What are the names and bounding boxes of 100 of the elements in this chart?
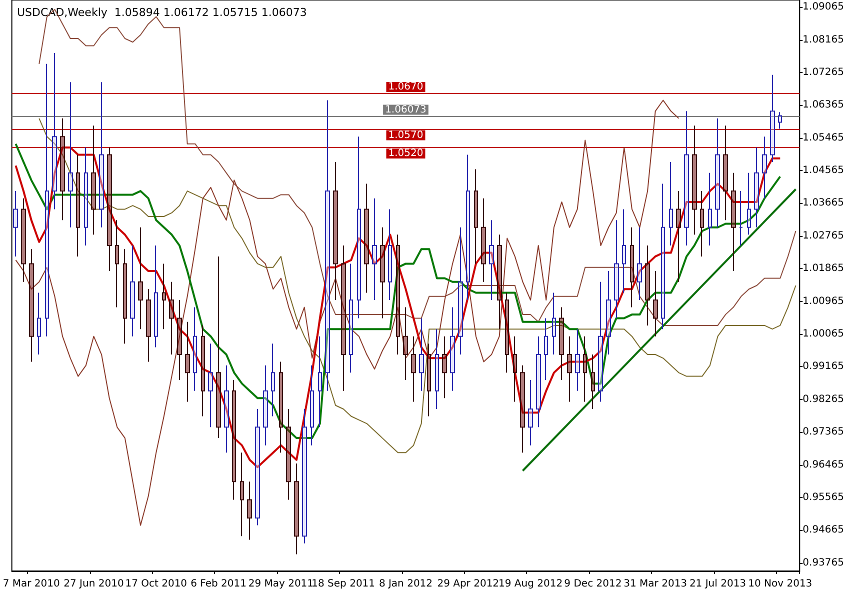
candlestick: [372, 198, 377, 301]
y-tick-label: 1.07265: [802, 66, 844, 78]
candlestick: [591, 354, 595, 410]
candlestick: [364, 183, 369, 294]
candlestick: [84, 146, 88, 246]
candlestick: [544, 318, 548, 380]
x-tick-label: 29 Apr 2012: [437, 578, 500, 589]
candlestick: [232, 379, 236, 500]
candlestick: [310, 364, 314, 446]
candlestick: [76, 154, 80, 257]
y-tick-label: 0.94665: [802, 524, 844, 536]
y-tick-label: 1.03665: [802, 198, 844, 209]
candlestick: [692, 125, 697, 236]
candlestick: [169, 281, 174, 356]
candlestick: [778, 112, 782, 130]
candlestick: [731, 172, 736, 272]
candlestick: [567, 336, 572, 402]
candlestick: [91, 125, 96, 236]
y-tick-label: 0.97365: [802, 426, 844, 438]
y-tick-label: 0.99165: [802, 361, 844, 372]
candlestick: [661, 183, 665, 330]
candlestick: [528, 379, 533, 446]
candlestick: [770, 74, 775, 162]
y-tick-label: 0.98265: [802, 394, 844, 405]
candlestick: [739, 190, 743, 246]
candlestick: [247, 481, 252, 540]
candlestick: [263, 364, 268, 446]
ref-line-label: 1.0570: [388, 130, 424, 141]
candlestick: [193, 306, 197, 392]
candlestick: [419, 318, 424, 392]
candlestick: [606, 270, 611, 356]
candlestick: [708, 172, 712, 246]
candlestick: [458, 226, 463, 356]
candlestick: [45, 63, 49, 337]
candlestick: [13, 190, 18, 257]
candlestick: [505, 292, 509, 374]
candlestick: [279, 361, 283, 454]
candlestick: [138, 226, 143, 330]
candlestick: [240, 452, 244, 537]
candlestick: [107, 146, 112, 272]
candlestick: [630, 226, 634, 308]
candlestick: [520, 364, 525, 454]
candlestick: [201, 324, 205, 417]
candlestick: [536, 336, 541, 428]
candlestick: [754, 146, 759, 228]
candlestick: [29, 248, 34, 362]
y-tick-label: 1.08165: [802, 34, 844, 46]
candlestick: [318, 336, 322, 428]
candlestick: [669, 162, 673, 246]
candlestick: [583, 336, 587, 402]
candlestick: [286, 408, 291, 500]
ref-line-label: 1.0670: [388, 81, 424, 92]
x-tick-label: 27 Jun 2010: [64, 578, 124, 589]
candlestick: [723, 125, 728, 221]
candlestick: [575, 328, 580, 392]
candlestick: [341, 245, 346, 392]
line-series: [38, 118, 796, 454]
candlestick: [684, 110, 689, 246]
y-tick-label: 1.00965: [802, 296, 844, 307]
candlestick: [52, 52, 57, 210]
x-tick-label: 17 Oct 2010: [125, 578, 188, 589]
candlestick: [60, 118, 65, 221]
y-tick-label: 1.09065: [802, 2, 844, 13]
x-tick-label: 6 Feb 2011: [190, 578, 246, 589]
candlestick: [653, 270, 658, 337]
candlestick: [489, 220, 494, 301]
candlestick: [614, 220, 619, 319]
candlestick: [294, 462, 299, 555]
candlestick: [552, 292, 556, 356]
candlestick: [357, 136, 361, 319]
candlestick: [676, 190, 681, 282]
candlestick: [146, 288, 151, 362]
candlestick: [466, 154, 470, 301]
x-tick-label: 19 Aug 2012: [498, 578, 563, 589]
candlestick: [302, 408, 307, 544]
ref-line-label: 1.06073: [385, 104, 426, 116]
candlestick: [271, 343, 275, 417]
y-tick-label: 1.01865: [802, 263, 844, 274]
candlestick: [208, 343, 213, 428]
y-tick-label: 0.93765: [802, 557, 844, 568]
x-tick-label: 7 Mar 2010: [2, 578, 60, 589]
candlestick: [403, 306, 408, 380]
candlestick: [559, 306, 564, 380]
candlestick: [37, 292, 41, 356]
candlestick: [21, 198, 26, 282]
candlestick: [645, 245, 650, 326]
candlestick: [481, 198, 486, 282]
candlestick: [396, 234, 400, 356]
candlestick: [224, 364, 229, 454]
x-tick-label: 10 Nov 2013: [748, 578, 812, 589]
candlestick: [388, 208, 392, 301]
x-tick-label: 18 Sep 2011: [312, 578, 376, 589]
candlestick: [130, 245, 135, 337]
candlestick: [325, 100, 330, 392]
y-tick-label: 0.95565: [802, 492, 844, 503]
candlestick: [411, 336, 416, 402]
candlestick: [513, 336, 517, 402]
candlestick: [99, 82, 104, 228]
candlestick: [162, 263, 166, 330]
candlestick: [474, 168, 478, 264]
